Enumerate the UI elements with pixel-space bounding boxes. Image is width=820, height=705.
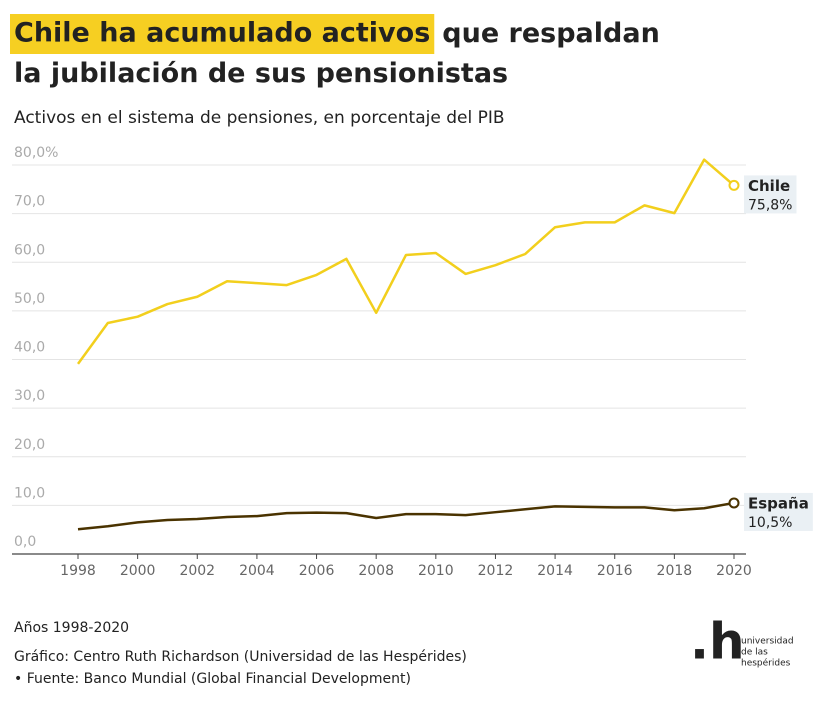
- logo-mark: .h: [690, 613, 745, 671]
- series-line: [76, 158, 735, 365]
- y-tick-label: 70,0: [14, 194, 45, 210]
- x-tick-label: 2012: [478, 563, 514, 579]
- label-bg: [744, 175, 797, 214]
- value-label: 75,8%: [748, 197, 792, 213]
- x-tick-label: 2004: [239, 563, 275, 579]
- x-tick-label: 2006: [299, 563, 335, 579]
- x-tick-label: 2018: [657, 563, 693, 579]
- logo-text: de las: [741, 648, 768, 658]
- x-tick-label: 1998: [60, 563, 96, 579]
- y-tick-label: 0,0: [14, 534, 36, 550]
- x-tick-label: 2008: [358, 563, 394, 579]
- end-marker: [728, 179, 740, 191]
- y-tick-label: 80,0%: [14, 145, 58, 161]
- x-tick-label: 2010: [418, 563, 454, 579]
- note: Años 1998-2020: [14, 620, 129, 636]
- end-marker: [728, 497, 740, 509]
- chart-title-highlight: Chile ha acumulado activos: [14, 18, 430, 49]
- logo-text: hespérides: [741, 658, 791, 669]
- label-bg: [744, 492, 813, 531]
- y-tick-label: 30,0: [14, 388, 45, 404]
- legend-label: Chile: [748, 177, 790, 195]
- note: Gráfico: Centro Ruth Richardson (Univers…: [14, 649, 467, 665]
- chart-title: que respaldan la jubilación de sus pensio…: [14, 18, 660, 89]
- chart-subtitle: Activos en el sistema de pensiones, en p…: [14, 108, 505, 128]
- y-tick-label: 40,0: [14, 340, 45, 356]
- y-tick-label: 50,0: [14, 291, 45, 307]
- y-tick-label: 20,0: [14, 437, 45, 453]
- value-label: 10,5%: [748, 515, 792, 531]
- title-highlight-box: [10, 14, 435, 54]
- y-tick-label: 10,0: [14, 485, 45, 501]
- x-tick-label: 2014: [537, 563, 573, 579]
- y-tick-label: 60,0: [14, 242, 45, 258]
- x-tick-label: 2002: [179, 563, 215, 579]
- legend-label: España: [748, 494, 809, 512]
- note: • Fuente: Banco Mundial (Global Financia…: [14, 671, 411, 687]
- x-tick-label: 2020: [716, 563, 752, 579]
- series-line: [77, 501, 735, 531]
- x-tick-label: 2000: [120, 563, 156, 579]
- logo-text: universidad: [741, 637, 794, 647]
- x-tick-label: 2016: [597, 563, 633, 579]
